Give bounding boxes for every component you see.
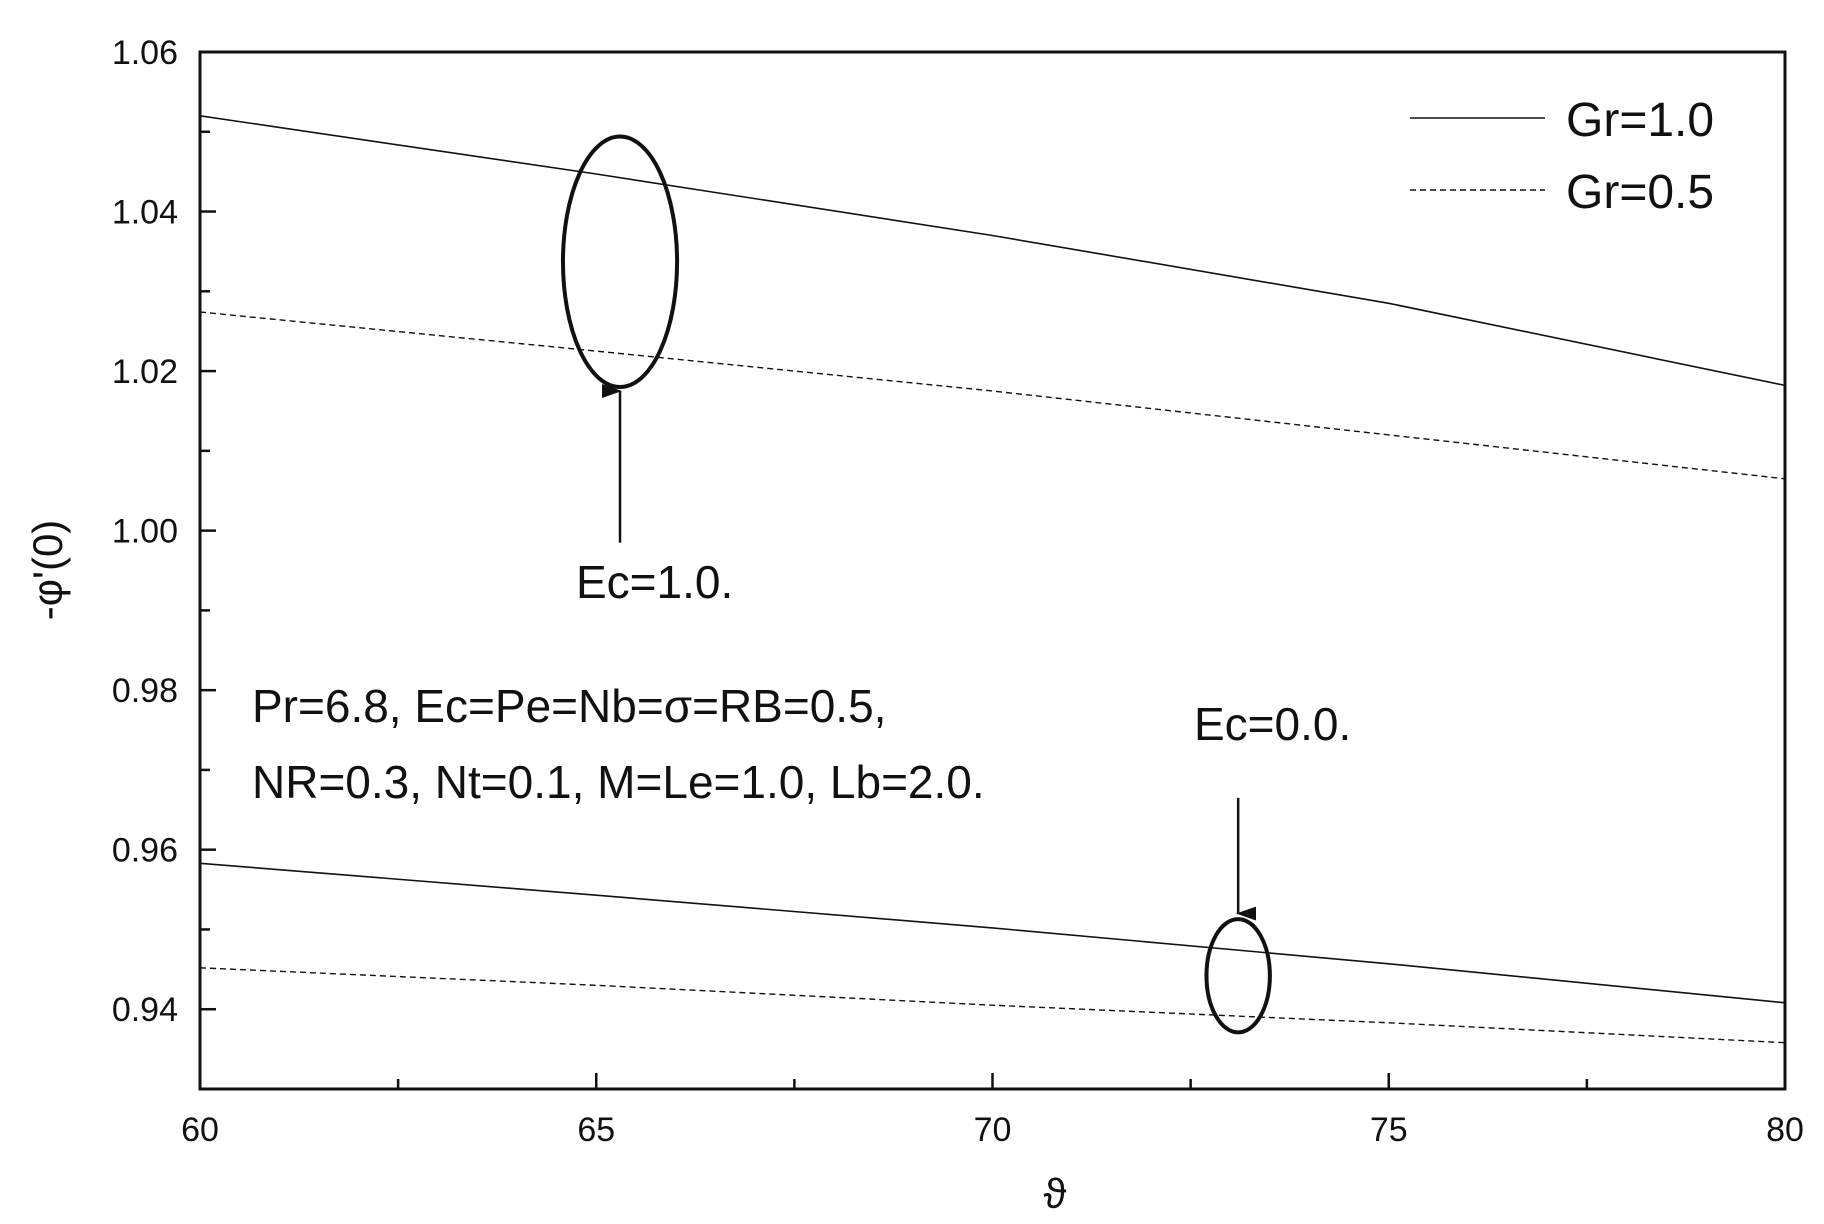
x-tick-label: 60 bbox=[181, 1111, 219, 1149]
series-layer bbox=[199, 115, 1786, 1044]
x-tick-label: 75 bbox=[1370, 1111, 1408, 1149]
y-tick-label: 1.00 bbox=[112, 513, 178, 551]
ec0-label: Ec=0.0. bbox=[1194, 698, 1351, 750]
series-line-3 bbox=[199, 862, 1786, 1004]
x-axis-tick-labels: 60 65 70 75 80 bbox=[181, 1111, 1804, 1149]
y-axis-ticks bbox=[200, 50, 216, 1091]
y-tick-label: 1.06 bbox=[112, 34, 178, 72]
series-line-1 bbox=[199, 115, 1786, 387]
y-axis-title: -φ'(0) bbox=[24, 520, 71, 621]
legend-label-gr-05: Gr=0.5 bbox=[1566, 166, 1714, 219]
plot-frame bbox=[198, 50, 1787, 1091]
legend: Gr=1.0 Gr=0.5 bbox=[1410, 94, 1714, 219]
legend-label-gr-1: Gr=1.0 bbox=[1566, 94, 1714, 147]
ec1-ellipse bbox=[560, 134, 680, 390]
x-tick-label: 65 bbox=[577, 1111, 615, 1149]
y-tick-label: 0.98 bbox=[112, 672, 178, 710]
x-tick-label: 80 bbox=[1766, 1111, 1804, 1149]
x-axis-title: ϑ bbox=[1044, 1170, 1067, 1217]
series-line-4 bbox=[199, 967, 1786, 1044]
y-tick-label: 1.02 bbox=[112, 353, 178, 391]
ec0-ellipse bbox=[1204, 917, 1272, 1035]
x-axis-ticks bbox=[198, 1073, 1787, 1089]
annotations-layer bbox=[560, 134, 1272, 1035]
y-axis-tick-labels: 0.94 0.96 0.98 1.00 1.02 1.04 1.06 bbox=[112, 34, 178, 1029]
y-tick-label: 0.96 bbox=[112, 832, 178, 870]
ec1-label: Ec=1.0. bbox=[576, 556, 733, 608]
x-tick-label: 70 bbox=[974, 1111, 1012, 1149]
params-line-1: Pr=6.8, Ec=Pe=Nb=σ=RB=0.5, bbox=[252, 680, 886, 732]
y-tick-label: 1.04 bbox=[112, 194, 178, 232]
series-line-2 bbox=[199, 311, 1786, 480]
y-tick-label: 0.94 bbox=[112, 991, 178, 1029]
params-line-2: NR=0.3, Nt=0.1, M=Le=1.0, Lb=2.0. bbox=[252, 756, 985, 808]
